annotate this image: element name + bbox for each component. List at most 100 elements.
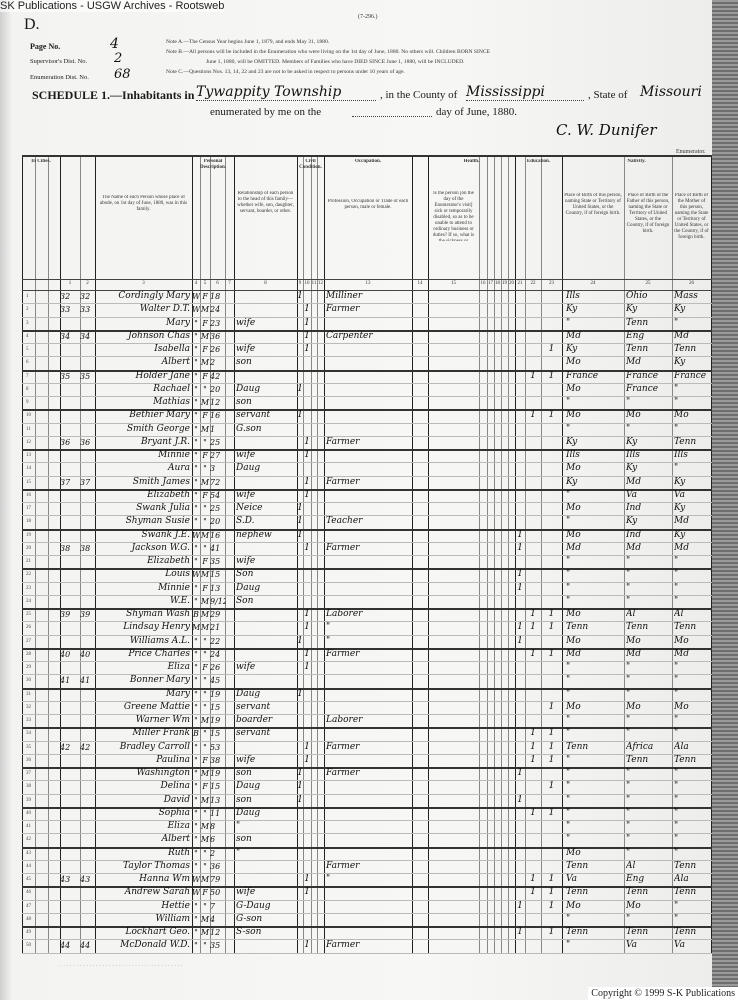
birthplace: Ills [566,291,580,301]
row-rule [22,899,712,901]
birthplace: Mo [566,900,581,911]
sex: M [200,610,210,619]
mother-birthplace: " [674,662,679,672]
person-name: W.E. [170,595,190,606]
person-name: Hettie [161,900,190,911]
supervisor-district-value: 2 [114,51,123,66]
numbers-bottom-rule [22,290,712,291]
person-name: Lockhart Geo. [125,927,190,937]
dwelling-number: 42 [60,742,71,752]
column-rule [525,155,526,953]
school-mark: 1 [517,900,523,911]
color: " [194,822,198,831]
age: 1 [210,424,216,434]
footnotes: · · · · · · · · · · · · · · · · · · · · … [60,963,183,969]
mother-birthplace: Mo [674,701,689,712]
household-rule [22,449,712,451]
married-mark: 1 [304,648,310,659]
household-rule [22,767,712,769]
row-rule [22,343,712,344]
person-name: Smith James [132,476,190,487]
mother-birthplace: " [674,688,679,699]
family-number: 34 [80,331,91,341]
father-birthplace: Ky [626,304,638,315]
color: " [194,716,198,725]
relationship: Daug [236,383,261,394]
watermark: SK Publications - USGW Archives - Rootsw… [0,0,225,12]
row-rule [22,621,712,623]
person-name: Taylor Thomas [123,860,190,871]
cannot-read-mark: 1 [530,754,536,765]
occupation: " [326,874,331,884]
household-rule [22,369,712,372]
note-b-continued: June 1, 1880, will be OMITTED. Members o… [206,59,465,65]
age: 3 [210,464,216,474]
column-group-education: Education. [526,159,551,164]
column-rule [501,155,502,953]
line-number: 17 [26,506,31,511]
single-mark: 1 [297,635,303,646]
person-name: Holder Jane [135,370,191,381]
age: 15 [210,702,221,712]
age: 26 [210,663,221,672]
cannot-read-mark: 1 [530,648,536,659]
birthplace: Tenn [566,622,589,633]
county-label: , in the County of [380,89,458,101]
relationship: son [236,357,252,368]
cannot-write-mark: 1 [548,754,555,765]
line-number: 19 [26,532,31,538]
birthplace: Ky [566,436,578,447]
color: " [194,755,198,765]
person-name: William [155,913,190,924]
color: W [192,570,200,580]
age: 29 [210,610,221,619]
cannot-write-mark: 1 [548,728,555,739]
color: " [194,477,198,487]
line-number: 50 [26,943,31,949]
father-birthplace: " [626,834,631,845]
color: W [192,530,200,540]
color: " [194,928,198,937]
column-rule [624,155,625,953]
age: 72 [210,477,221,487]
age: 38 [210,755,221,765]
column-header-sickness: Is the person [on the day of the Enumera… [432,191,475,241]
person-name: Williams A.L. [129,635,190,646]
household-rule [22,528,712,531]
relationship: wife [236,344,256,354]
column-number: 3 [142,281,145,286]
mother-birthplace: Ala [674,741,689,752]
line-number: 6 [26,360,29,366]
age: 20 [210,517,221,527]
color: " [194,331,198,341]
father-birthplace: " [626,728,631,739]
family-number: 40 [80,649,91,659]
father-birthplace: " [626,821,631,831]
household-rule [22,608,712,610]
age: 23 [210,318,221,328]
state-label: , State of [588,89,628,101]
mother-birthplace: " [674,728,679,739]
line-number: 43 [26,850,31,856]
column-rule [225,155,226,953]
mother-birthplace: " [674,569,679,580]
relationship: S.D. [236,516,255,527]
column-rule [494,155,495,953]
sex: M [200,623,210,633]
relationship: son [236,768,252,778]
cannot-read-mark: 1 [530,622,536,633]
occupation: Farmer [326,648,360,659]
age: 42 [210,371,221,381]
cannot-write-mark: 1 [548,370,555,381]
mother-birthplace: Ky [674,476,686,487]
color: W [192,292,200,301]
person-name: Albert [161,834,190,845]
line-number: 28 [26,651,31,657]
father-birthplace: " [626,913,631,924]
father-birthplace: " [626,595,631,606]
column-number: 22 [530,281,536,286]
column-rule [508,155,509,953]
column-rule [210,155,211,953]
mother-birthplace: Mo [674,410,689,421]
column-number: 10 [304,281,310,286]
